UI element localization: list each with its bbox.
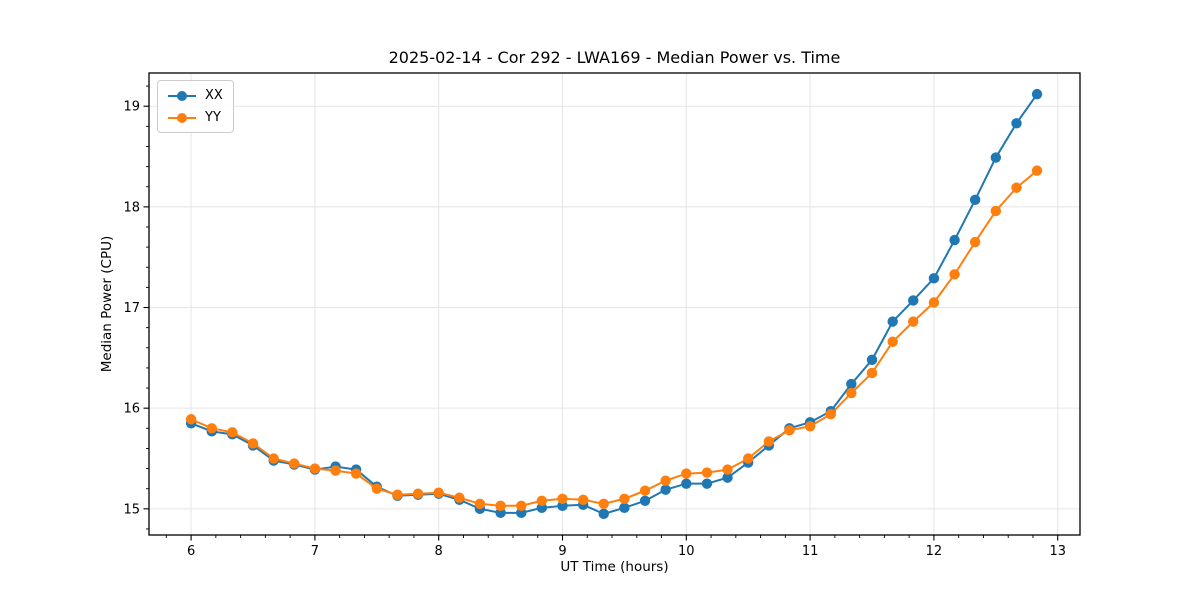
data-point-xx — [681, 478, 692, 489]
data-point-yy — [268, 453, 279, 464]
x-tick-label: 11 — [802, 544, 819, 559]
data-point-yy — [1011, 182, 1022, 193]
legend-line-marker-icon — [168, 90, 196, 101]
data-point-yy — [557, 493, 568, 504]
data-point-xx — [949, 234, 960, 246]
data-point-yy — [660, 475, 671, 486]
data-point-yy — [433, 487, 444, 498]
data-point-yy — [454, 492, 465, 503]
data-point-xx — [639, 495, 651, 506]
data-point-yy — [804, 421, 816, 432]
data-point-yy — [743, 453, 754, 464]
y-axis-label: Median Power (CPU) — [99, 235, 115, 373]
y-tick-label: 19 — [123, 100, 140, 115]
data-point-yy — [247, 438, 259, 449]
data-point-yy — [412, 488, 424, 499]
data-point-yy — [846, 387, 857, 399]
data-point-yy — [495, 500, 506, 512]
data-point-yy — [866, 367, 878, 379]
data-point-xx — [990, 152, 1002, 163]
data-point-yy — [474, 498, 486, 509]
y-tick-label: 17 — [123, 301, 140, 316]
data-point-yy — [536, 495, 548, 506]
data-point-yy — [330, 465, 341, 476]
legend-line-marker-icon — [168, 112, 196, 123]
y-tick-label: 15 — [123, 502, 140, 517]
data-point-yy — [990, 205, 1002, 217]
data-point-yy — [206, 423, 217, 434]
y-tick-label: 16 — [123, 402, 140, 417]
data-point-xx — [866, 354, 878, 366]
data-point-yy — [639, 485, 651, 496]
data-point-yy — [598, 498, 609, 509]
data-point-yy — [309, 463, 321, 474]
data-point-xx — [619, 502, 630, 514]
data-point-yy — [887, 336, 898, 347]
data-point-yy — [350, 468, 362, 479]
x-tick-label: 9 — [558, 544, 566, 559]
data-point-xx — [598, 508, 609, 520]
data-point-xx — [887, 316, 898, 327]
data-point-xx — [1011, 118, 1022, 129]
data-point-yy — [969, 236, 981, 248]
data-point-yy — [908, 316, 919, 327]
legend-label-xx: XX — [205, 88, 223, 103]
data-point-xx — [969, 194, 981, 206]
data-point-xx — [701, 478, 713, 489]
x-tick-label: 8 — [435, 544, 443, 559]
x-tick-label: 6 — [187, 544, 195, 559]
legend[interactable]: XX YY — [157, 80, 234, 133]
data-point-yy — [763, 436, 775, 447]
chart-title: 2025-02-14 - Cor 292 - LWA169 - Median P… — [388, 48, 841, 67]
data-point-xx — [1031, 88, 1043, 100]
x-tick-label: 12 — [926, 544, 943, 559]
series-line-yy — [190, 169, 1038, 507]
legend-label-yy: YY — [205, 110, 221, 125]
data-point-yy — [516, 500, 527, 512]
data-point-yy — [392, 489, 403, 500]
y-tick-label: 18 — [123, 200, 140, 215]
data-point-yy — [227, 427, 238, 438]
data-point-yy — [949, 269, 960, 280]
x-axis-label: UT Time (hours) — [560, 559, 669, 575]
data-point-yy — [928, 297, 940, 308]
data-point-yy — [681, 468, 692, 479]
data-point-yy — [619, 493, 630, 504]
legend-item-xx: XX — [167, 86, 223, 105]
data-point-yy — [289, 458, 300, 469]
data-point-xx — [846, 378, 857, 390]
data-point-xx — [928, 273, 940, 284]
data-point-yy — [185, 414, 197, 425]
x-tick-label: 7 — [311, 544, 319, 559]
data-point-yy — [825, 409, 836, 420]
data-point-yy — [371, 483, 382, 494]
x-tick-label: 10 — [678, 544, 695, 559]
data-point-xx — [722, 472, 733, 483]
data-point-yy — [784, 425, 795, 436]
legend-item-yy: YY — [167, 108, 223, 127]
data-point-yy — [577, 494, 589, 505]
data-point-yy — [722, 464, 733, 475]
data-point-yy — [701, 467, 713, 478]
data-point-yy — [1031, 165, 1043, 176]
data-point-xx — [908, 295, 919, 306]
x-tick-label: 13 — [1049, 544, 1066, 559]
data-point-xx — [660, 484, 671, 495]
